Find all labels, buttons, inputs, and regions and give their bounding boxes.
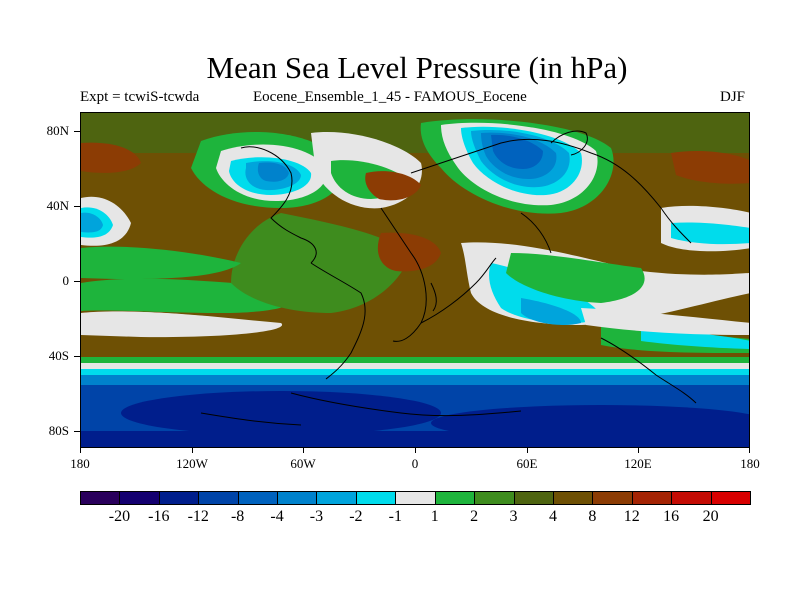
x-tick-60e <box>527 447 528 453</box>
x-tick-180w <box>80 447 81 453</box>
coast-madagascar <box>430 282 437 312</box>
colorbar-swatch <box>592 491 633 505</box>
coast-eurasia <box>410 138 692 244</box>
field-lightblue-indian <box>521 298 581 325</box>
y-label-0: 0 <box>62 273 70 288</box>
coast-arctic-island <box>550 130 588 156</box>
colorbar-label: 16 <box>663 508 680 525</box>
field-high-alaska <box>81 142 141 173</box>
x-tick-60w <box>303 447 304 453</box>
field-arctic-band <box>81 113 749 153</box>
y-tick-80s <box>74 431 80 432</box>
colorbar-label: -12 <box>187 508 209 525</box>
colorbar-swatch <box>434 491 476 505</box>
field-south-dark-1 <box>121 391 441 435</box>
colorbar-swatch <box>119 491 160 505</box>
field-south-dark-3 <box>81 431 749 447</box>
colorbar-label: 2 <box>470 508 479 525</box>
y-label-80n: 80N <box>46 123 69 138</box>
field-lightblue-wpac <box>81 212 103 233</box>
y-tick-40n <box>74 206 80 207</box>
colorbar-swatch <box>710 491 751 505</box>
x-tick-120e <box>638 447 639 453</box>
ensemble-label: Eocene_Ensemble_1_45 - FAMOUS_Eocene <box>253 89 527 105</box>
y-tick-80n <box>74 131 80 132</box>
experiment-label: Expt = tcwiS-tcwda <box>80 89 200 105</box>
colorbar-swatch <box>277 491 318 505</box>
colorbar-swatch <box>395 491 436 505</box>
coast-australia <box>600 337 697 404</box>
field-south-green <box>81 357 749 367</box>
colorbar-swatch <box>671 491 712 505</box>
field-south-white <box>81 363 749 373</box>
field-green-africa <box>506 253 645 303</box>
colorbar-label: 1 <box>430 508 439 525</box>
map-canvas <box>81 113 749 447</box>
colorbar-label: 12 <box>623 508 640 525</box>
colorbar-label: 8 <box>588 508 597 525</box>
field-npac-midblue <box>257 162 289 182</box>
x-label-120e: 120E <box>624 456 652 471</box>
pressure-map <box>80 112 750 448</box>
colorbar-label: -16 <box>148 508 170 525</box>
season-label: DJF <box>720 89 746 105</box>
colorbar-label: 3 <box>509 508 518 525</box>
x-label-180w: 180 <box>70 456 90 471</box>
colorbar <box>80 491 751 505</box>
page-title: Mean Sea Level Pressure (in hPa) <box>206 50 628 85</box>
field-south-cyan <box>81 369 749 379</box>
field-cyan-epac-n <box>671 222 749 245</box>
y-tick-0 <box>74 281 80 282</box>
y-tick-40s <box>74 356 80 357</box>
field-south-midblue <box>81 375 749 387</box>
coast-south-america <box>310 262 366 380</box>
x-label-180e: 180 <box>740 456 760 471</box>
colorbar-swatch <box>474 491 515 505</box>
field-high-africa <box>377 232 441 272</box>
colorbar-swatch <box>80 491 121 505</box>
colorbar-label: -20 <box>108 508 131 525</box>
colorbar-swatch <box>552 491 594 505</box>
field-high-europe <box>365 171 421 201</box>
colorbar-label: 4 <box>548 508 557 525</box>
coastlines <box>200 130 697 426</box>
coast-africa-east <box>420 257 497 324</box>
field-high-asia <box>671 151 749 184</box>
coast-north-america <box>240 146 317 264</box>
colorbar-label: 20 <box>702 508 719 525</box>
x-label-60e: 60E <box>516 456 538 471</box>
coast-antarctica-1 <box>290 392 522 417</box>
colorbar-label: -1 <box>388 508 402 525</box>
colorbar-swatch <box>237 491 279 505</box>
colorbar-swatch <box>158 491 200 505</box>
colorbar-label: -8 <box>230 508 245 525</box>
x-tick-120w <box>192 447 193 453</box>
x-tick-180e <box>749 447 750 453</box>
field-darkgreen-atl <box>231 213 411 313</box>
colorbar-swatch <box>513 491 554 505</box>
x-label-120w: 120W <box>176 456 208 471</box>
y-label-40n: 40N <box>46 198 69 213</box>
y-label-40s: 40S <box>48 348 69 363</box>
field-white-sind <box>581 308 749 335</box>
colorbar-swatch <box>316 491 357 505</box>
x-label-60w: 60W <box>290 456 316 471</box>
coast-antarctica-2 <box>200 412 302 426</box>
colorbar-label: -3 <box>309 508 324 525</box>
colorbar-swatch <box>355 491 397 505</box>
coast-africa-west <box>380 207 427 342</box>
field-white-spac <box>81 311 252 335</box>
colorbar-label: -2 <box>349 508 363 525</box>
colorbar-label: -4 <box>270 508 284 525</box>
coast-india <box>520 212 552 254</box>
x-label-0: 0 <box>411 456 419 471</box>
field-natl-blue <box>491 134 543 169</box>
x-tick-0 <box>415 447 416 453</box>
colorbar-swatch <box>631 491 673 505</box>
y-label-80s: 80S <box>48 423 69 438</box>
colorbar-swatch <box>198 491 239 505</box>
field-green-pacific-eq <box>81 246 241 280</box>
field-cyan-indian-s <box>641 328 749 349</box>
